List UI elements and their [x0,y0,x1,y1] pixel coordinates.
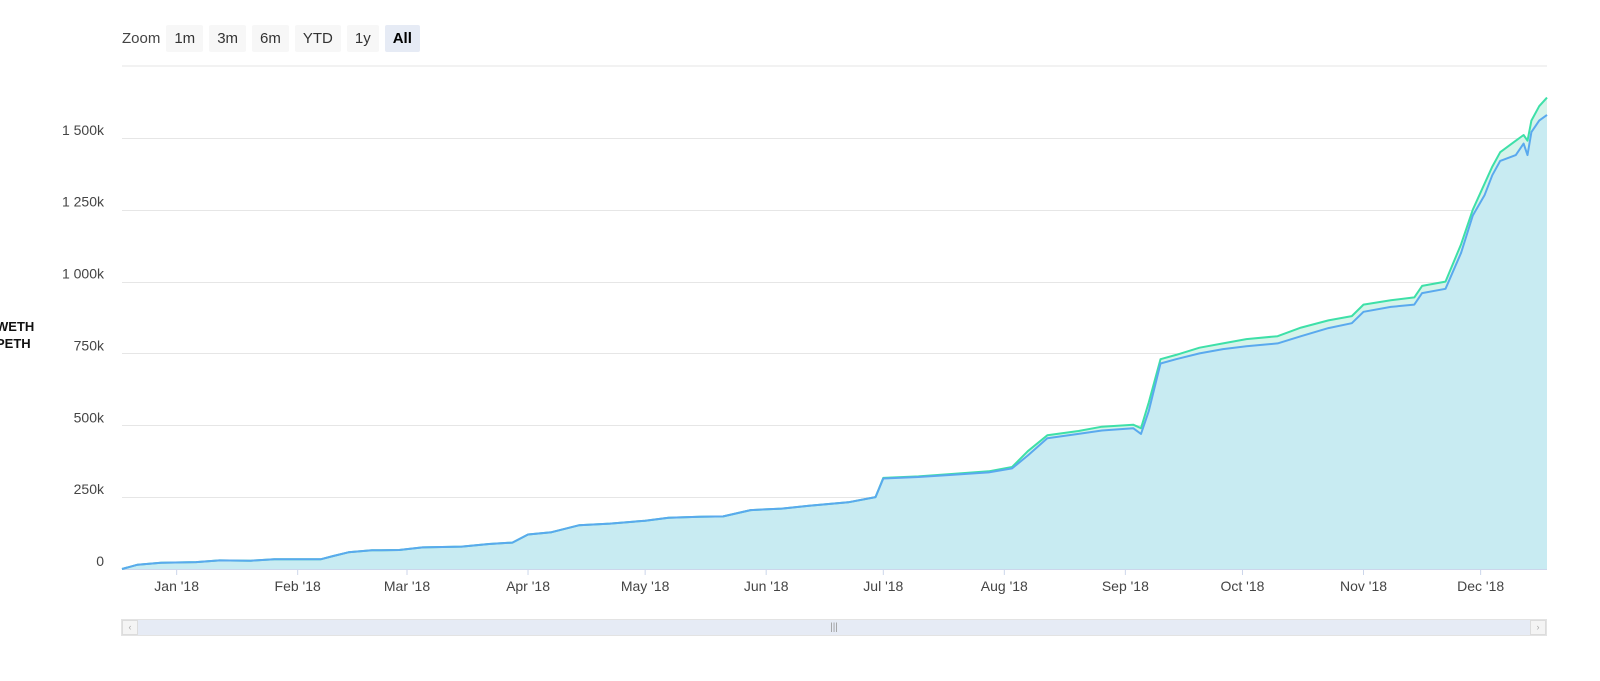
x-tick-label: Feb '18 [275,578,321,594]
x-tick-label: Jan '18 [154,578,199,594]
x-tick-label: Dec '18 [1457,578,1504,594]
navigator-left-arrow[interactable]: ‹ [122,620,138,635]
zoom-button-ytd[interactable]: YTD [294,24,341,52]
navigator-right-arrow[interactable]: › [1530,620,1546,635]
y-tick-label: 1 250k [62,194,105,210]
x-tick-label: Sep '18 [1102,578,1149,594]
x-tick-label: Jun '18 [744,578,789,594]
legend: WETH PETH [0,318,34,352]
x-axis-labels: Jan '18 Feb '18 Mar '18 Apr '18 May '18 Jun '… [154,569,1504,594]
x-tick-label: Oct '18 [1221,578,1265,594]
x-tick-label: Aug '18 [981,578,1028,594]
series-areas [122,97,1547,570]
legend-item-peth[interactable]: PETH [0,336,31,351]
y-tick-label: 1 500k [62,122,105,138]
zoom-button-1m[interactable]: 1m [166,24,204,52]
zoom-bar: Zoom 1m 3m 6m YTD 1y All [122,24,426,52]
navigator-scrollbar[interactable]: ‹ ||| › [121,619,1547,636]
x-tick-label: Apr '18 [506,578,550,594]
legend-item-weth[interactable]: WETH [0,319,35,334]
y-tick-label: 750k [74,337,105,353]
y-tick-label: 1 000k [62,266,105,282]
series-area-peth [122,114,1547,570]
zoom-button-1y[interactable]: 1y [346,24,379,52]
zoom-button-all[interactable]: All [384,24,420,52]
zoom-button-6m[interactable]: 6m [252,24,289,52]
navigator-grip-icon[interactable]: ||| [830,622,838,633]
x-tick-label: Jul '18 [863,578,903,594]
x-tick-label: Nov '18 [1340,578,1387,594]
y-axis-labels: 0 250k 500k 750k 1 000k 1 250k 1 500k [62,122,105,569]
x-tick-label: Mar '18 [384,578,430,594]
series-line-peth [121,114,1548,570]
zoom-label: Zoom [122,29,161,47]
y-tick-label: 0 [96,553,104,569]
y-tick-label: 500k [74,409,105,425]
zoom-button-3m[interactable]: 3m [209,24,247,52]
x-tick-label: May '18 [621,578,670,594]
y-tick-label: 250k [74,481,105,497]
series-lines [121,96,1548,570]
